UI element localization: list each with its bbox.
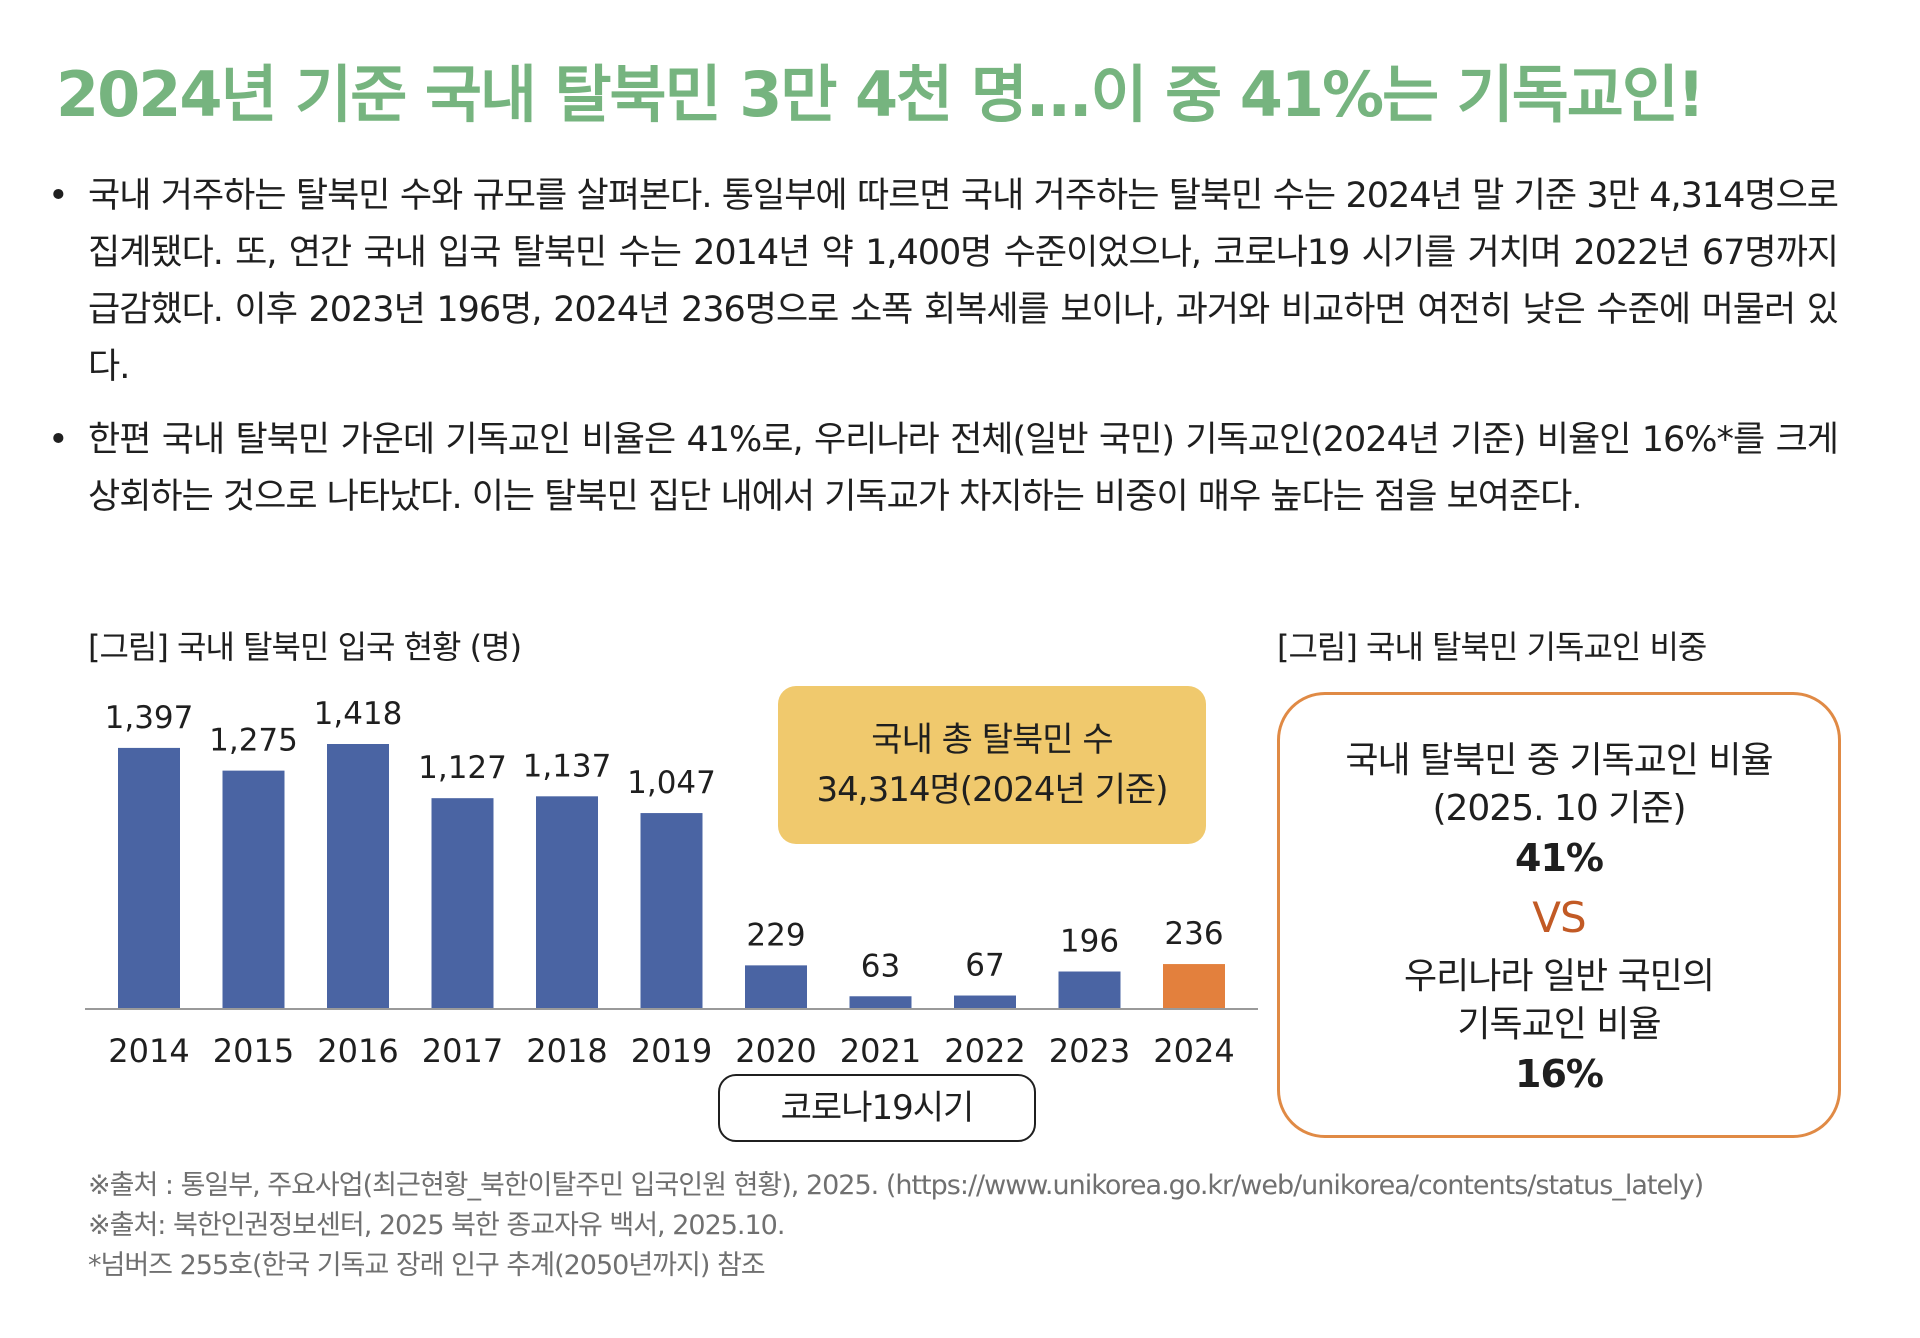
bar-2018 [536, 796, 598, 1008]
total-callout: 국내 총 탈북민 수 34,314명(2024년 기준) [778, 686, 1206, 844]
value-label-2022: 67 [965, 948, 1004, 984]
value-label-2014: 1,397 [105, 700, 194, 736]
bar-2016 [327, 744, 389, 1008]
bullet-item: • 국내 거주하는 탈북민 수와 규모를 살펴본다. 통일부에 따르면 국내 거… [48, 168, 1839, 396]
bar-2020 [745, 965, 807, 1008]
source-line: ※출처: 북한인권정보센터, 2025 북한 종교자유 백서, 2025.10. [88, 1210, 785, 1241]
callout-line1: 국내 총 탈북민 수 [871, 720, 1113, 760]
tick-label-2021: 2021 [840, 1032, 921, 1070]
compare-line3: 우리나라 일반 국민의 [1404, 956, 1715, 997]
figure1-caption: [그림] 국내 탈북민 입국 현황 (명) [88, 628, 522, 666]
compare-line1: 국내 탈북민 중 기독교인 비율 [1345, 740, 1773, 781]
value-label-2020: 229 [746, 917, 805, 953]
bar-2023 [1058, 971, 1121, 1008]
christian-ratio-comparison: 국내 탈북민 중 기독교인 비율 (2025. 10 기준) 41% VS 우리… [1277, 692, 1841, 1138]
value-label-2016: 1,418 [314, 696, 403, 732]
bar-2015 [222, 770, 285, 1008]
source-line: *넘버즈 255호(한국 기독교 장래 인구 추계(2050년까지) 참조 [88, 1250, 766, 1281]
defector-christian-pct: 41% [1515, 836, 1604, 880]
bar-2021 [849, 996, 912, 1008]
bullet-text: 국내 거주하는 탈북민 수와 규모를 살펴본다. 통일부에 따르면 국내 거주하… [88, 176, 1839, 387]
tick-label-2016: 2016 [317, 1032, 398, 1070]
bullet-dot: • [48, 420, 69, 460]
value-label-2021: 63 [861, 948, 900, 984]
tick-label-2015: 2015 [213, 1032, 294, 1070]
tick-label-2017: 2017 [422, 1032, 503, 1070]
value-label-2015: 1,275 [209, 723, 298, 759]
tick-label-2022: 2022 [944, 1032, 1025, 1070]
value-label-2024: 236 [1164, 916, 1223, 952]
tick-label-2018: 2018 [526, 1032, 607, 1070]
bullet-list: • 국내 거주하는 탈북민 수와 규모를 살펴본다. 통일부에 따르면 국내 거… [48, 168, 1839, 542]
figure2-caption: [그림] 국내 탈북민 기독교인 비중 [1277, 628, 1707, 666]
value-label-2018: 1,137 [523, 748, 612, 784]
tick-label-2024: 2024 [1153, 1032, 1234, 1070]
value-label-2017: 1,127 [418, 750, 507, 786]
tick-label-2014: 2014 [108, 1032, 189, 1070]
bar-2017 [431, 798, 494, 1008]
bullet-text: 한편 국내 탈북민 가운데 기독교인 비율은 41%로, 우리나라 전체(일반 … [88, 420, 1839, 517]
callout-line2: 34,314명(2024년 기준) [816, 770, 1169, 810]
tick-label-2020: 2020 [735, 1032, 816, 1070]
sources: ※출처 : 통일부, 주요사업(최근현황_북한이탈주민 입국인원 현황), 20… [88, 1166, 1704, 1286]
covid-period-label: 코로나19시기 [718, 1074, 1036, 1142]
compare-line4: 기독교인 비율 [1457, 1004, 1661, 1045]
page-title: 2024년 기준 국내 탈북민 3만 4천 명...이 중 41%는 기독교인! [56, 58, 1705, 131]
bullet-item: • 한편 국내 탈북민 가운데 기독교인 비율은 41%로, 우리나라 전체(일… [48, 412, 1839, 526]
tick-label-2023: 2023 [1049, 1032, 1130, 1070]
arrivals-bar-chart: 1,397 2014 1,275 2015 1,418 2016 1,127 2017 1,13… [85, 696, 1258, 1070]
compare-line2: (2025. 10 기준) [1432, 788, 1686, 829]
tick-label-2019: 2019 [631, 1032, 712, 1070]
value-label-2019: 1,047 [627, 765, 716, 801]
source-line: ※출처 : 통일부, 주요사업(최근현황_북한이탈주민 입국인원 현황), 20… [88, 1170, 1704, 1201]
bullet-dot: • [48, 176, 69, 216]
bar-2022 [954, 995, 1016, 1008]
bar-2014 [118, 747, 180, 1008]
general-christian-pct: 16% [1515, 1052, 1604, 1096]
vs-label: VS [1532, 893, 1586, 942]
bar-2019 [640, 813, 703, 1008]
value-label-2023: 196 [1060, 924, 1119, 960]
bar-2024 [1163, 964, 1225, 1008]
